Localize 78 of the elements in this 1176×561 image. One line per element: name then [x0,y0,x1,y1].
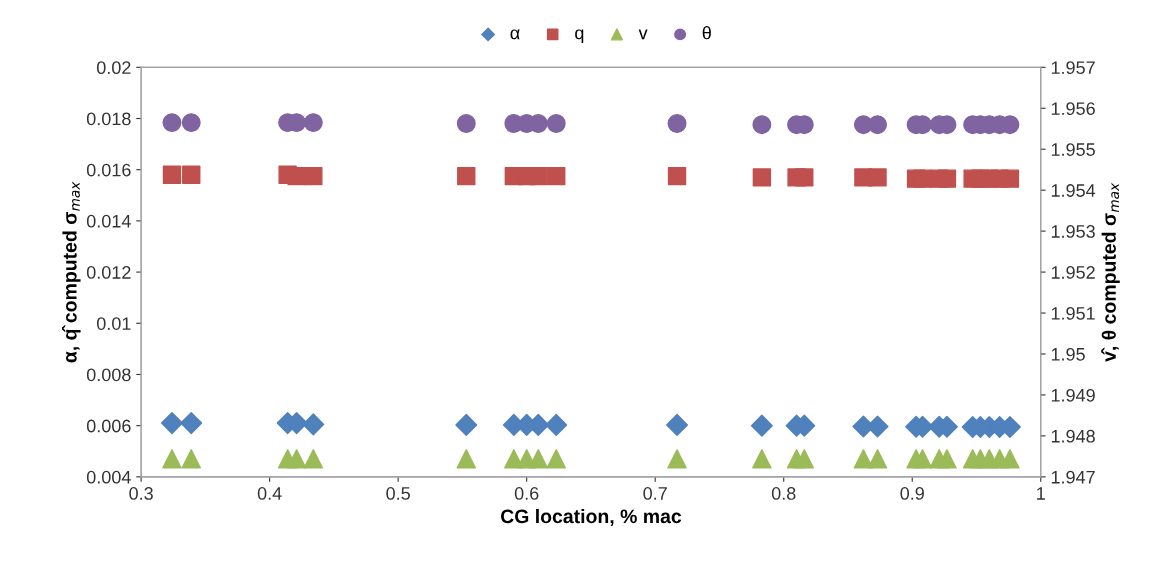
point [287,166,306,186]
point [456,113,476,133]
point [752,115,772,135]
x-tick-label: 0.7 [643,487,667,500]
point [528,449,548,469]
point [455,413,478,436]
point [302,413,325,436]
point [181,449,201,469]
point [547,166,566,186]
point [546,449,566,469]
legend-label: v [638,29,648,40]
legend-label: θ [702,26,711,40]
point [545,413,568,436]
x-tick-label: 1 [1037,487,1045,500]
point [304,166,323,186]
x-tick-label: 0.6 [514,487,539,500]
y-tick-label: 0.018 [86,112,131,126]
point [937,449,957,469]
point [867,449,888,469]
y2-tick-label: 1.949 [1051,388,1095,402]
y-tick-label: 0.006 [86,419,131,433]
y-tick-label: 0.01 [96,317,131,330]
point [1000,169,1020,188]
point [667,113,687,133]
x-axis-title: CG location, % mac [500,508,682,527]
point [182,165,201,185]
y2-tick-label: 1.951 [1051,306,1095,320]
point [160,412,183,435]
y-tick-label: 0.016 [86,163,131,177]
point [546,113,566,133]
y2-tick-label: 1.955 [1051,143,1095,156]
point [752,449,772,469]
x-tick-label: 0.5 [386,487,410,500]
y-axis-title: α, q̂ computed σ$_{max}$ [62,181,81,363]
point [868,168,887,187]
x-tick-label: 0.3 [129,487,153,500]
y-tick-label: 0.012 [86,266,131,279]
point [529,166,548,186]
point [868,115,888,135]
y2-tick-label: 1.952 [1051,266,1095,279]
point [181,113,201,133]
point [913,169,932,188]
y-tick-label: 0.02 [96,61,131,75]
point [912,449,933,469]
y2-tick-label: 1.957 [1051,61,1095,75]
point [162,113,182,133]
point [162,449,182,469]
point [286,449,307,469]
y2-tick-label: 1.953 [1051,225,1095,238]
x-tick-label: 0.4 [257,487,282,500]
point [457,166,476,186]
point [667,166,687,186]
point [1000,449,1020,469]
y-tick-label: 0.014 [86,214,131,228]
legend-label: q [575,29,584,43]
point [162,165,182,185]
y2-tick-label: 1.948 [1051,429,1095,443]
point [667,449,687,469]
point [303,449,324,469]
x-tick-label: 0.9 [900,487,924,500]
legend-label: α [510,29,520,40]
point [752,168,772,187]
y-tick-label: 0.008 [86,368,131,382]
point [750,414,773,437]
x-tick-label: 0.8 [771,487,796,500]
point [180,412,203,435]
y-tick-label: 0.004 [86,470,131,484]
y2-tick-label: 1.95 [1051,347,1085,361]
point [456,449,477,469]
y2-tick-label: 1.954 [1051,184,1096,197]
y2-tick-label: 1.947 [1051,470,1095,484]
y2-tick-label: 1.956 [1051,102,1095,115]
point [666,413,689,436]
point [303,113,323,133]
point [795,168,814,187]
y2-axis-title: v̂, θ computed σ$_{max}$ [1101,182,1120,362]
point [937,169,957,188]
point [794,449,815,469]
